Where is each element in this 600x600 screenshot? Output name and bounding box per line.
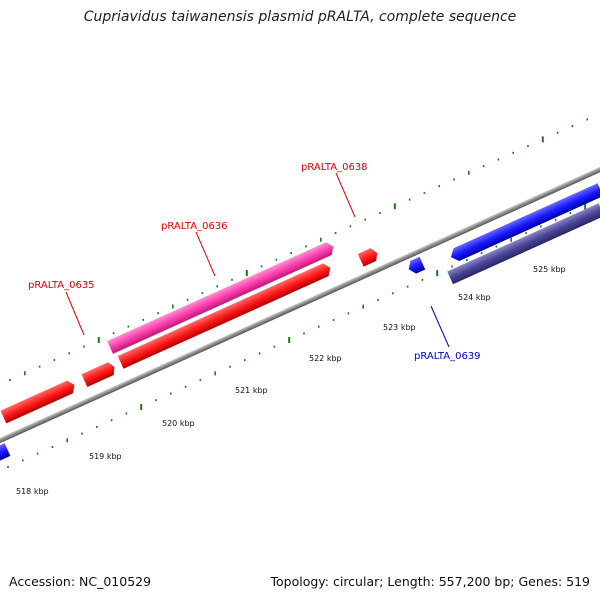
gene-0638-bar[interactable]: [357, 247, 380, 267]
gene-0640-bar[interactable]: [448, 183, 600, 263]
gene-label-0635: pRALTA_0635: [28, 280, 95, 291]
callout-line-0638: [335, 172, 356, 218]
backbone-line: [0, 154, 600, 456]
gene-0639-bar[interactable]: [406, 256, 426, 276]
callout-line-0639: [430, 305, 450, 348]
gene-0634-bar[interactable]: [0, 443, 11, 463]
kbp-label-525: 525 kbp: [533, 265, 566, 274]
kbp-label-523: 523 kbp: [383, 323, 416, 332]
gene-0636-forward-bar[interactable]: [117, 261, 333, 369]
summary-text: Topology: circular; Length: 557,200 bp; …: [270, 574, 591, 589]
kbp-label-522: 522 kbp: [309, 354, 342, 363]
tick-row-upper: [9, 118, 589, 381]
accession-text: Accession: NC_010529: [9, 574, 152, 589]
callout-line-0636: [195, 231, 216, 277]
gene-0635-bar[interactable]: [0, 379, 78, 424]
kbp-label-521: 521 kbp: [235, 386, 268, 395]
gene-label-0638: pRALTA_0638: [301, 162, 368, 173]
gene-0635b-bar[interactable]: [81, 361, 118, 387]
kbp-label-524: 524 kbp: [458, 293, 491, 302]
kbp-label-518: 518 kbp: [16, 487, 49, 496]
callout-line-0635: [65, 291, 85, 336]
gene-label-0636: pRALTA_0636: [161, 221, 228, 232]
tick-row-lower: [7, 203, 587, 468]
gene-label-0639: pRALTA_0639: [414, 351, 481, 362]
gene-0636-highlight-bar[interactable]: [107, 240, 336, 354]
kbp-label-519: 519 kbp: [89, 452, 122, 461]
map-title: Cupriavidus taiwanensis plasmid pRALTA, …: [83, 9, 517, 25]
gene-0640-dark-bar[interactable]: [447, 203, 600, 285]
kbp-label-520: 520 kbp: [162, 419, 195, 428]
